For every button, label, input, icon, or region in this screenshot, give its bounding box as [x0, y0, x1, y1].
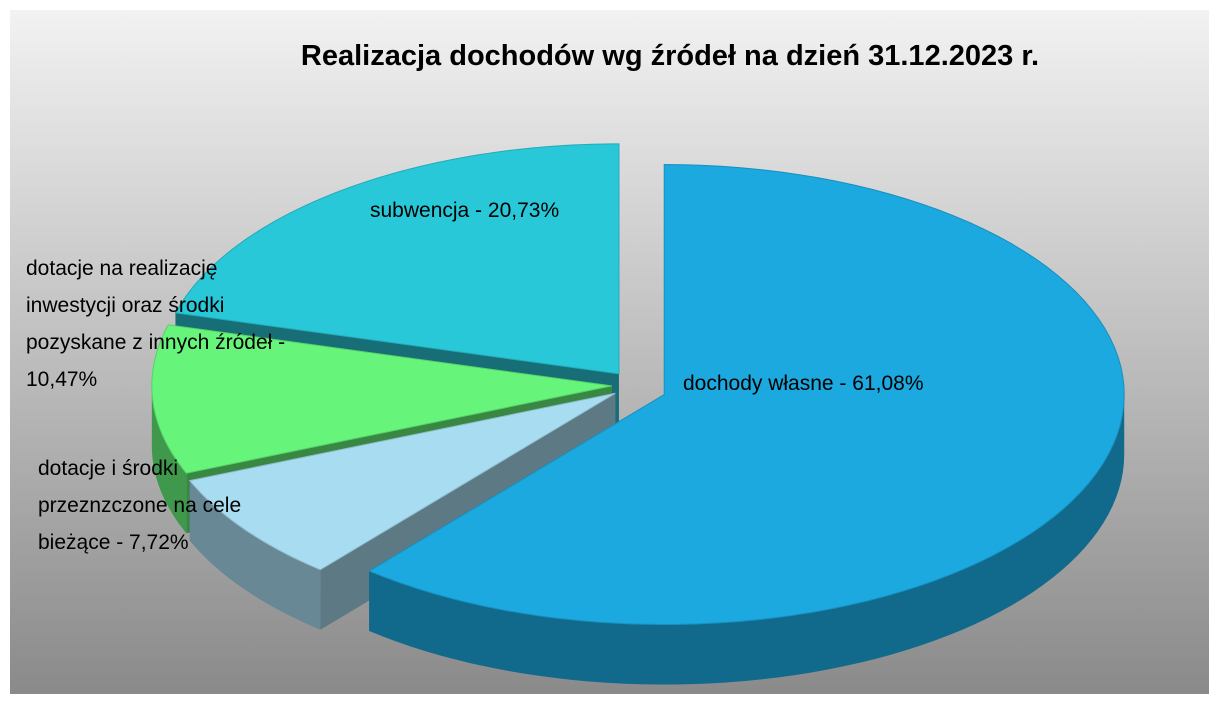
data-label: subwencja - 20,73% — [370, 199, 560, 222]
slice-side — [189, 480, 321, 630]
slice — [188, 392, 616, 571]
data-label: dochody własne - 61,08% — [683, 372, 924, 395]
chart-title: Realizacja dochodów wg źródeł na dzień 3… — [300, 40, 1040, 72]
slice — [174, 143, 620, 375]
slice — [151, 324, 612, 474]
slice-side — [369, 394, 1125, 685]
data-label: dotacje i środki przeznzczone na cele bi… — [38, 457, 242, 554]
slice-side — [151, 385, 187, 534]
slice — [368, 164, 1125, 626]
data-label: dotacje na realizację inwestycji oraz śr… — [26, 257, 286, 391]
